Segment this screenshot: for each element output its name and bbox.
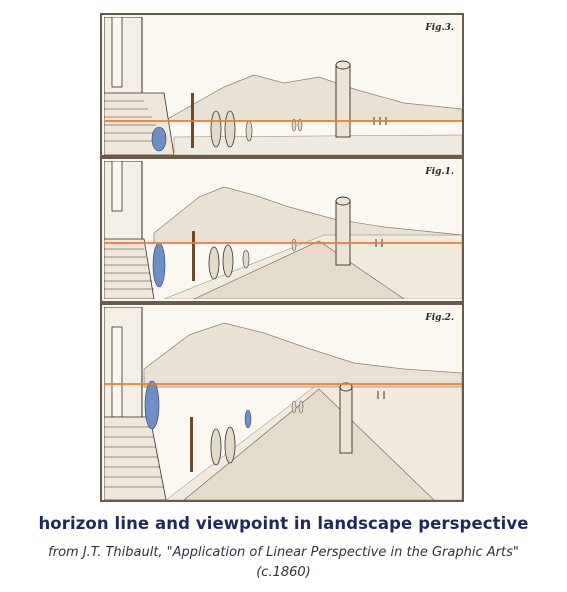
panel-fig-3-drawing: [104, 17, 462, 155]
panel-divider: [102, 301, 462, 305]
panel-divider: [102, 155, 462, 159]
panel-fig-3: Fig.3.: [104, 17, 462, 155]
caption-title: horizon line and viewpoint in landscape …: [38, 514, 529, 533]
fig-label-1: Fig.1.: [425, 167, 454, 177]
fig-label-3: Fig.3.: [425, 23, 454, 33]
engraving-figure: Fig.3. Fig.1.: [100, 13, 464, 502]
panel-fig-1: Fig.1.: [104, 161, 462, 299]
fig-label-2: Fig.2.: [425, 313, 454, 323]
panel-fig-2-drawing: [104, 307, 462, 500]
caption-subtitle: from J.T. Thibault, "Application of Line…: [48, 545, 519, 580]
panel-fig-1-drawing: [104, 161, 462, 299]
panel-fig-2: Fig.2.: [104, 307, 462, 500]
